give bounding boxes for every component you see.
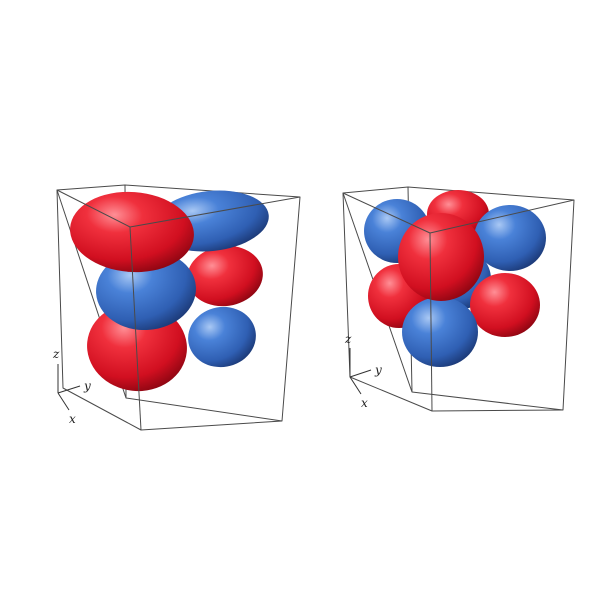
axis-triad-left: z y x	[52, 347, 91, 426]
axis-triad-right: z y x	[344, 332, 382, 410]
x-axis-label: x	[69, 412, 76, 426]
lobe-negative	[402, 297, 478, 367]
z-axis-label: z	[344, 332, 352, 346]
panel-right: z y x	[342, 186, 575, 412]
lobe-positive	[470, 273, 540, 337]
y-axis-label: y	[83, 379, 91, 393]
lobe-positive	[398, 213, 484, 301]
x-axis-line	[57, 392, 70, 411]
box-front-edges-right	[342, 192, 575, 412]
box-front-edges-left	[56, 189, 301, 431]
panel-left: z y x	[52, 184, 301, 431]
y-axis-label: y	[374, 363, 382, 377]
y-axis-line	[57, 385, 81, 394]
lobe-positive	[187, 245, 263, 307]
lobes-right	[364, 190, 546, 367]
x-axis-line	[349, 376, 362, 395]
y-axis-line	[349, 369, 372, 378]
lobes-left	[70, 190, 269, 392]
x-axis-label: x	[361, 396, 368, 410]
lobe-negative	[188, 306, 256, 368]
z-axis-label: z	[52, 347, 60, 361]
lobe-negative	[474, 205, 546, 271]
